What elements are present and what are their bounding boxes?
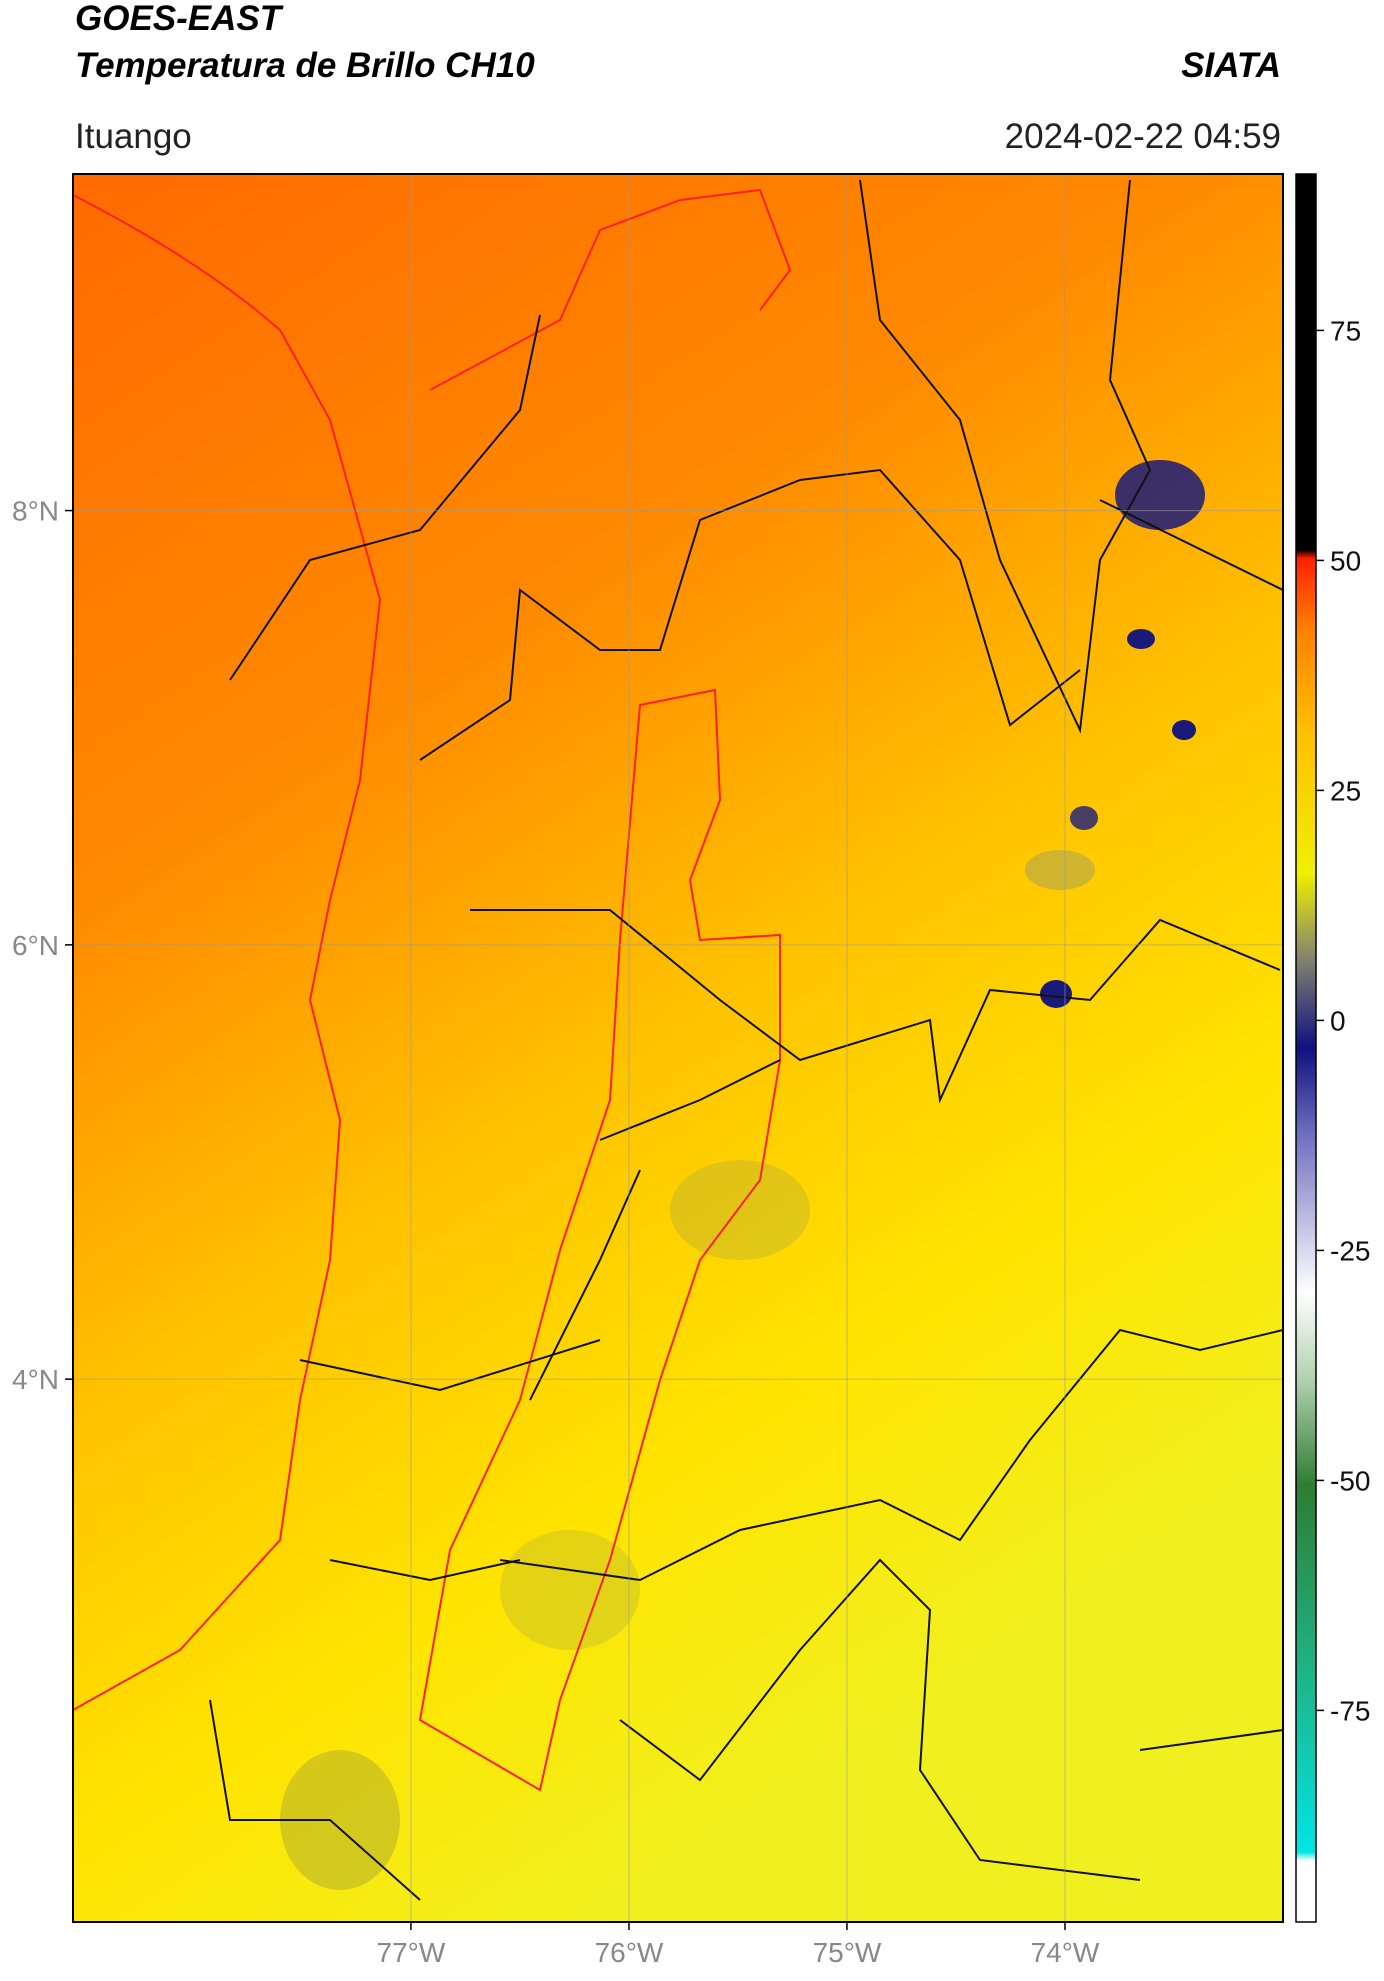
- cloud: [1025, 850, 1095, 890]
- borders: [209, 179, 1283, 1901]
- colorbar-tick-label: 25: [1330, 775, 1361, 806]
- colorbar-tick-label: -50: [1330, 1465, 1370, 1496]
- title: GOES-EAST: [75, 0, 284, 38]
- cloud: [1040, 980, 1072, 1008]
- colorbar-tick-label: -25: [1330, 1235, 1370, 1266]
- basin: [418, 688, 781, 1792]
- cloud: [1172, 720, 1196, 740]
- cloud: [670, 1160, 810, 1260]
- colorbar-tick-label: 75: [1330, 315, 1361, 346]
- cloud: [500, 1530, 640, 1650]
- satellite-field: [73, 174, 1283, 1922]
- subtitle: Temperatura de Brillo CH10: [75, 46, 535, 85]
- map-frame: [72, 173, 1284, 1923]
- datetime: 2024-02-22 04:59: [1005, 117, 1281, 156]
- map: [73, 174, 1283, 1922]
- colorbar: [1295, 173, 1317, 1923]
- cloud: [1115, 460, 1205, 530]
- lon-tick-label: 76°W: [595, 1937, 664, 1968]
- cloud: [1070, 806, 1098, 830]
- lon-tick-label: 75°W: [813, 1937, 882, 1968]
- lat-tick-label: 6°N: [12, 930, 59, 961]
- lat-tick-label: 8°N: [12, 496, 59, 527]
- colorbar-tick-label: 50: [1330, 545, 1361, 576]
- location: Ituango: [75, 117, 192, 156]
- colorbar-tick-label: 0: [1330, 1005, 1346, 1036]
- lat-tick-label: 4°N: [12, 1364, 59, 1395]
- grid: [73, 174, 1283, 1922]
- coastline: [73, 194, 382, 1711]
- source: SIATA: [1181, 46, 1281, 85]
- coastline: [429, 188, 792, 391]
- colorbar-tick-label: -75: [1330, 1695, 1370, 1726]
- lon-tick-label: 74°W: [1031, 1937, 1100, 1968]
- lon-tick-label: 77°W: [377, 1937, 446, 1968]
- cloud: [1127, 629, 1155, 649]
